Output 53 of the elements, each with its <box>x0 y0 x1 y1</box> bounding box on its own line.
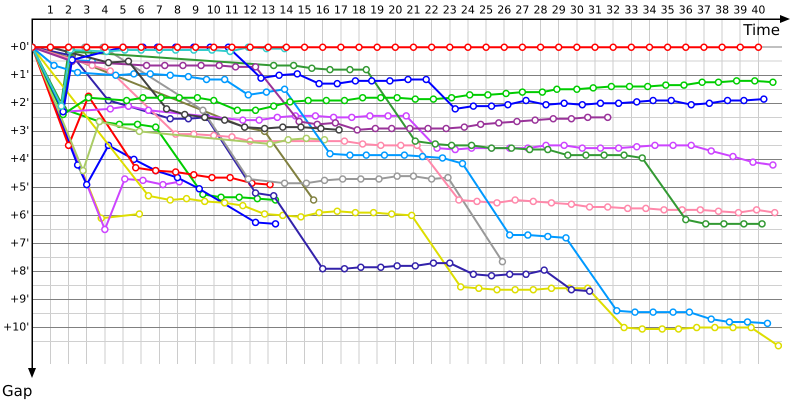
x-tick-label: 33 <box>624 3 638 16</box>
x-tick-label: 27 <box>515 3 530 16</box>
x-tick-label: 11 <box>224 3 239 16</box>
x-tick-label: 2 <box>65 3 72 16</box>
x-tick-label: 31 <box>588 3 602 16</box>
y-tick-label: +10' <box>2 320 30 334</box>
x-tick-label: 23 <box>442 3 457 16</box>
x-tick-label: 4 <box>101 3 108 16</box>
x-tick-label: 15 <box>298 3 312 16</box>
x-tick-label: 36 <box>678 3 693 16</box>
x-tick-label: 32 <box>606 3 620 16</box>
y-tick-label: +8' <box>10 264 30 278</box>
y-tick-label: +4' <box>10 152 30 166</box>
x-tick-label: 1 <box>46 3 54 16</box>
y-tick-label: +6' <box>10 208 30 222</box>
x-axis-title: Time <box>742 21 780 40</box>
x-tick-label: 13 <box>261 3 276 16</box>
x-tick-label: 34 <box>642 3 656 16</box>
y-tick-label: +1' <box>10 68 30 82</box>
x-tick-label: 26 <box>497 3 512 16</box>
x-tick-label: 8 <box>174 3 181 16</box>
x-tick-label: 3 <box>83 3 90 16</box>
x-tick-label: 29 <box>552 3 566 16</box>
x-tick-label: 30 <box>570 3 584 16</box>
x-tick-label: 10 <box>206 3 221 16</box>
y-tick-label: +0' <box>10 40 30 54</box>
x-tick-label: 22 <box>424 3 439 16</box>
x-tick-label: 5 <box>120 3 127 16</box>
x-tick-label: 39 <box>733 3 748 16</box>
y-tick-label: +9' <box>10 292 30 306</box>
x-tick-label: 6 <box>138 3 145 16</box>
y-tick-label: +7' <box>10 236 30 250</box>
x-tick-label: 17 <box>334 3 348 16</box>
x-tick-label: 9 <box>192 3 200 16</box>
y-axis-title: Gap <box>2 382 32 400</box>
x-tick-label: 19 <box>370 3 384 16</box>
x-tick-label: 25 <box>479 3 494 16</box>
x-tick-label: 38 <box>715 3 730 16</box>
x-tick-label: 18 <box>352 3 366 16</box>
x-tick-label: 37 <box>696 3 711 16</box>
y-tick-label: +5' <box>10 180 30 194</box>
x-tick-label: 35 <box>660 3 675 16</box>
x-tick-label: 14 <box>279 3 294 16</box>
x-tick-label: 20 <box>388 3 402 16</box>
y-tick-label: +2' <box>10 96 30 110</box>
x-tick-label: 12 <box>243 3 258 16</box>
y-tick-label: +3' <box>10 124 30 138</box>
x-tick-label: 24 <box>460 3 475 16</box>
x-tick-label: 21 <box>406 3 420 16</box>
x-tick-label: 40 <box>751 3 766 16</box>
x-tick-label: 28 <box>534 3 548 16</box>
x-tick-label: 16 <box>316 3 330 16</box>
x-tick-label: 7 <box>156 3 163 16</box>
